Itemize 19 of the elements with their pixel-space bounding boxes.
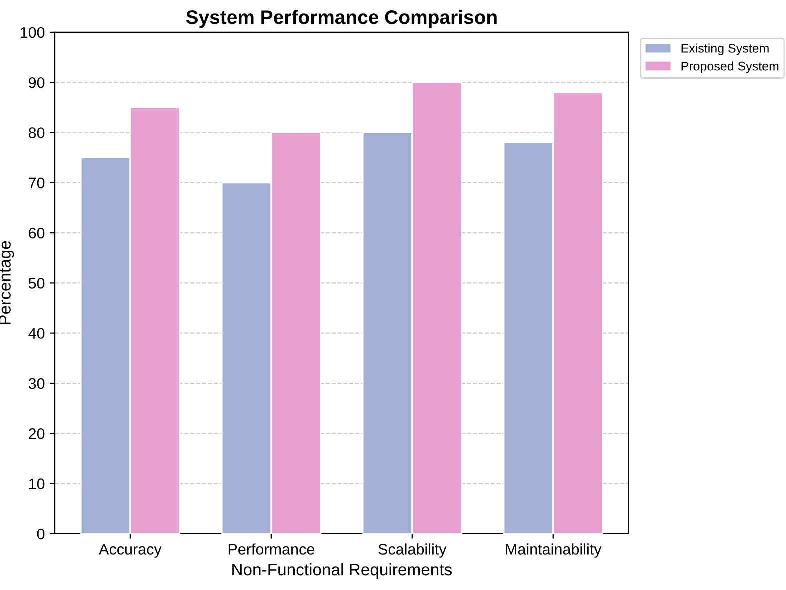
legend-label: Proposed System bbox=[682, 62, 779, 74]
y-tick-label: 70 bbox=[29, 178, 45, 189]
y-tick-label: 30 bbox=[28, 378, 45, 390]
y-tick-label: 50 bbox=[28, 278, 45, 289]
legend-label: Existing System bbox=[682, 44, 769, 56]
y-tick-label: 60 bbox=[29, 228, 45, 239]
y-tick-label: 100 bbox=[20, 27, 45, 38]
y-tick-label: 80 bbox=[28, 128, 45, 138]
y-tick-label: 20 bbox=[29, 428, 45, 440]
y-tick-label: 10 bbox=[29, 478, 45, 490]
y-tick-label: 40 bbox=[28, 328, 45, 340]
y-tick-label: 90 bbox=[29, 77, 45, 88]
x-tick-label: Accuracy bbox=[99, 544, 162, 558]
x-axis-title: Non-Functional Requirements bbox=[232, 563, 452, 580]
chart-title: System Performance Comparison bbox=[186, 10, 497, 28]
x-tick-label: Maintainability bbox=[506, 544, 602, 558]
x-tick-label: Scalability bbox=[378, 544, 447, 558]
y-tick-label: 0 bbox=[37, 528, 45, 540]
x-tick-label: Performance bbox=[228, 544, 314, 555]
